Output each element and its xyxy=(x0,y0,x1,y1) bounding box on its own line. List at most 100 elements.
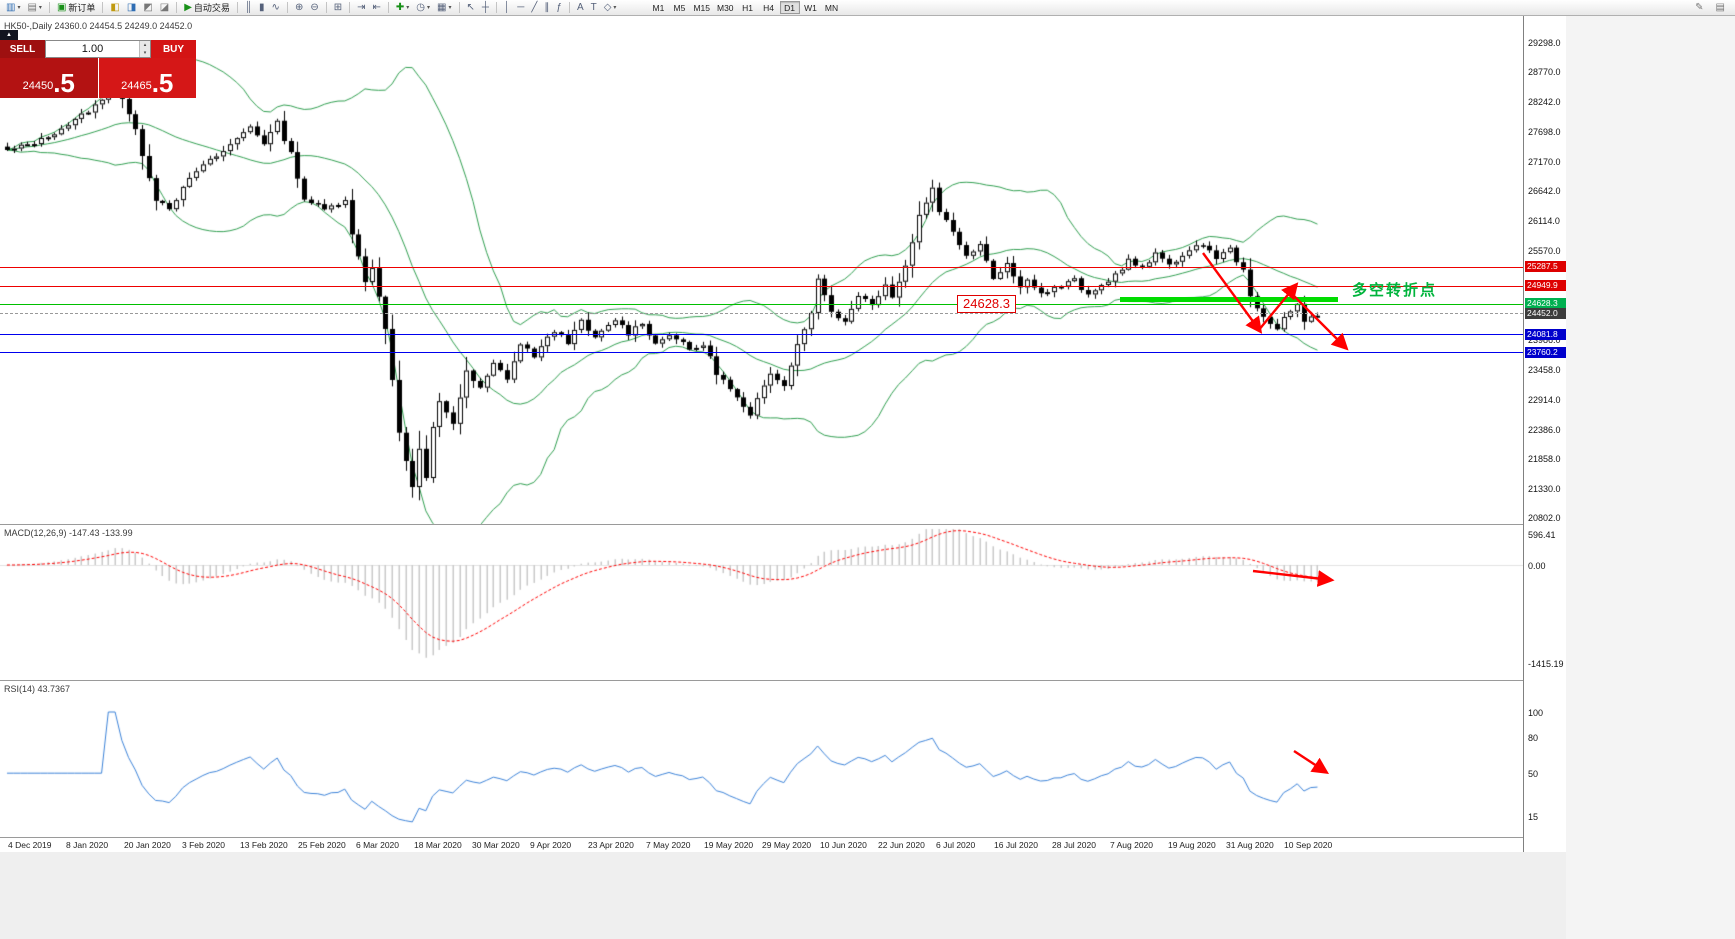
horizontal-level-line[interactable] xyxy=(0,303,1523,305)
buy-price[interactable]: 24465.5 xyxy=(98,58,196,98)
sell-button[interactable]: SELL xyxy=(0,40,45,58)
turning-point-label[interactable]: 多空转折点 xyxy=(1352,282,1438,299)
text-icon: A xyxy=(576,1,584,13)
buy-button[interactable]: BUY xyxy=(151,40,196,58)
navigator-button[interactable]: ◩ xyxy=(140,1,155,15)
tile-windows-button[interactable]: ⊞ xyxy=(331,1,345,15)
volume-up-button[interactable]: ▴ xyxy=(139,41,150,49)
date-label: 7 Aug 2020 xyxy=(1110,840,1154,850)
clock-icon: ◷ xyxy=(416,1,426,13)
shapes-icon: ◇ xyxy=(603,1,612,13)
chart-shift-button[interactable]: ⇤ xyxy=(370,1,384,15)
chevron-down-icon: ▾ xyxy=(38,5,42,11)
vertical-line-icon: │ xyxy=(504,1,511,13)
shapes-button[interactable]: ◇ ▾ xyxy=(601,1,620,15)
macd-label: MACD(12,26,9) -147.43 -133.99 xyxy=(4,528,133,538)
panel-separator[interactable] xyxy=(0,524,1523,525)
autotrading-icon: ▶ xyxy=(184,1,192,13)
periods-button[interactable]: ◷ ▾ xyxy=(413,1,433,15)
line-chart-button[interactable]: ∿ xyxy=(269,1,283,15)
channel-button[interactable]: ∥ xyxy=(541,1,552,15)
candlestick-chart-button[interactable]: ▮ xyxy=(256,1,268,15)
sell-price[interactable]: 24450.5 xyxy=(0,58,98,98)
horizontal-line-icon: ─ xyxy=(517,1,525,13)
chart-info: HK50-,Daily 24360.0 24454.5 24249.0 2445… xyxy=(4,21,193,31)
volume-down-button[interactable]: ▾ xyxy=(139,49,150,57)
chevron-down-icon: ▾ xyxy=(613,5,617,11)
horizontal-level-line[interactable] xyxy=(0,285,1523,287)
price-tick: 21330.0 xyxy=(1528,483,1561,494)
fibonacci-icon: ƒ xyxy=(556,1,562,13)
timeframe-h1[interactable]: H1 xyxy=(738,1,758,14)
auto-scroll-button[interactable]: ⇥ xyxy=(354,1,368,15)
date-label: 9 Apr 2020 xyxy=(530,840,572,850)
date-label: 16 Jul 2020 xyxy=(994,840,1038,850)
price-tick: 27170.0 xyxy=(1528,156,1561,167)
support-zone-line[interactable] xyxy=(1120,297,1338,302)
autotrading-button[interactable]: ▶ 自动交易 xyxy=(181,1,233,15)
date-label: 19 May 2020 xyxy=(704,840,754,850)
trade-panel-collapse[interactable]: ▲ xyxy=(0,30,18,40)
text-button[interactable]: A xyxy=(574,1,587,15)
bar-chart-button[interactable]: ║ xyxy=(242,1,255,15)
macd-tick: 596.41 xyxy=(1528,529,1556,540)
autotrading-label: 自动交易 xyxy=(193,3,230,13)
horizontal-level-line[interactable] xyxy=(0,352,1523,354)
price-tick: 20802.0 xyxy=(1528,513,1561,524)
indicators-button[interactable]: ✚ ▾ xyxy=(393,1,412,15)
notes-button[interactable]: ▤ xyxy=(1713,1,1728,15)
new-chart-icon: ▥ xyxy=(6,1,16,13)
cursor-button[interactable]: ↖ xyxy=(464,1,478,15)
new-order-button[interactable]: ▣ 新订单 xyxy=(54,1,98,15)
auto-scroll-icon: ⇥ xyxy=(357,1,366,13)
panel-separator[interactable] xyxy=(0,680,1523,681)
text-label-button[interactable]: T xyxy=(588,1,600,15)
timeframe-d1[interactable]: D1 xyxy=(779,1,800,14)
price-chart-canvas[interactable] xyxy=(0,16,1523,838)
timeframe-w1[interactable]: W1 xyxy=(801,1,821,14)
date-label: 8 Jan 2020 xyxy=(66,840,109,850)
volume-value: 1.00 xyxy=(81,43,104,55)
edit-button[interactable]: ✎ xyxy=(1692,1,1706,15)
price-badge: 23760.2 xyxy=(1525,346,1566,358)
zoom-in-button[interactable]: ⊕ xyxy=(292,1,306,15)
buy-price-pip: .5 xyxy=(151,68,174,98)
bar-chart-icon: ║ xyxy=(244,1,253,13)
data-window-icon: ◨ xyxy=(126,1,137,13)
price-annotation-box[interactable]: 24628.3 xyxy=(957,295,1016,313)
profiles-button[interactable]: ▤ ▾ xyxy=(24,1,44,15)
toolbar-separator xyxy=(568,2,570,13)
timeframe-m15[interactable]: M15 xyxy=(690,1,713,14)
market-watch-button[interactable]: ◧ xyxy=(107,1,122,15)
vertical-line-button[interactable]: │ xyxy=(501,1,513,15)
toolbar-group-panels: ◧ ◨ ◩ ◪ xyxy=(107,1,172,15)
fibonacci-button[interactable]: ƒ xyxy=(553,1,565,15)
templates-button[interactable]: ▦ ▾ xyxy=(434,1,454,15)
horizontal-level-line[interactable] xyxy=(0,334,1523,336)
zoom-out-button[interactable]: ⊖ xyxy=(307,1,321,15)
volume-field[interactable]: 1.00 ▴ ▾ xyxy=(45,40,151,58)
channel-icon: ∥ xyxy=(544,1,550,13)
volume-spinner: ▴ ▾ xyxy=(139,41,150,57)
chevron-down-icon: ▾ xyxy=(406,5,410,11)
timeframe-m30[interactable]: M30 xyxy=(714,1,737,14)
crosshair-button[interactable]: ┼ xyxy=(479,1,492,15)
timeframe-m1[interactable]: M1 xyxy=(648,1,668,14)
timeframe-h4[interactable]: H4 xyxy=(759,1,779,14)
data-window-button[interactable]: ◨ xyxy=(124,1,139,15)
date-label: 18 Mar 2020 xyxy=(414,840,462,850)
price-tick: 23458.0 xyxy=(1528,364,1561,375)
new-chart-button[interactable]: ▥ ▾ xyxy=(3,1,23,15)
horizontal-level-line[interactable] xyxy=(0,266,1523,268)
new-order-label: 新订单 xyxy=(68,3,96,13)
toolbar-separator xyxy=(48,2,50,13)
timeframe-mn[interactable]: MN xyxy=(822,1,842,14)
timeframe-m5[interactable]: M5 xyxy=(669,1,689,14)
horizontal-line-button[interactable]: ─ xyxy=(514,1,527,15)
price-tick: 28242.0 xyxy=(1528,96,1561,107)
terminal-button[interactable]: ◪ xyxy=(157,1,172,15)
price-badge: 25287.5 xyxy=(1525,261,1566,273)
trendline-button[interactable]: ╱ xyxy=(528,1,540,15)
price-tick: 29298.0 xyxy=(1528,37,1561,48)
horizontal-level-line[interactable] xyxy=(0,313,1523,315)
